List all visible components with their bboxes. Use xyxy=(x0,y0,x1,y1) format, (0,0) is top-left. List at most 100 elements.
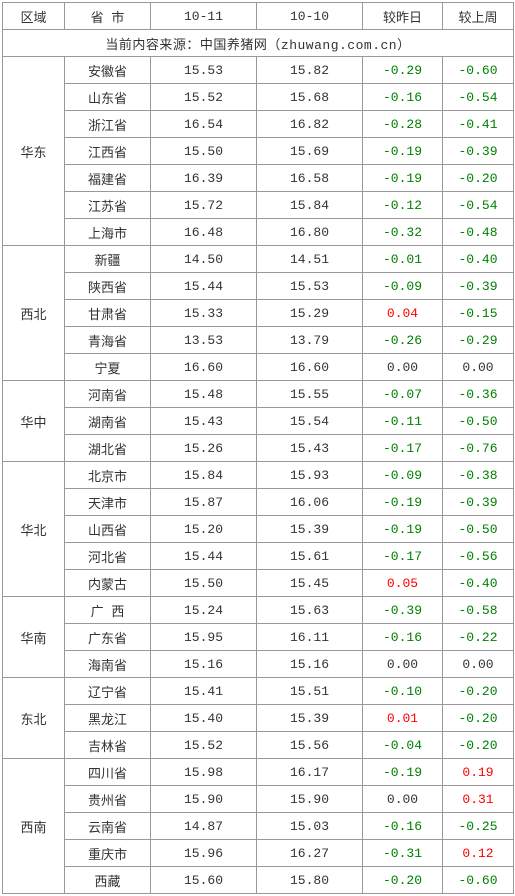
table-row: 华南广 西15.2415.63-0.39-0.58 xyxy=(3,597,514,624)
province-cell: 陕西省 xyxy=(65,273,151,300)
delta-week-cell: -0.50 xyxy=(443,516,514,543)
delta-week-cell: -0.56 xyxy=(443,543,514,570)
delta-week-cell: -0.22 xyxy=(443,624,514,651)
delta-day-cell: -0.17 xyxy=(363,543,443,570)
province-cell: 云南省 xyxy=(65,813,151,840)
table-row: 云南省14.8715.03-0.16-0.25 xyxy=(3,813,514,840)
value-a-cell: 15.41 xyxy=(151,678,257,705)
province-cell: 河北省 xyxy=(65,543,151,570)
delta-day-cell: -0.19 xyxy=(363,138,443,165)
delta-day-cell: -0.04 xyxy=(363,732,443,759)
delta-day-cell: -0.20 xyxy=(363,867,443,894)
delta-day-cell: -0.16 xyxy=(363,84,443,111)
value-a-cell: 15.84 xyxy=(151,462,257,489)
table-row: 华北北京市15.8415.93-0.09-0.38 xyxy=(3,462,514,489)
value-a-cell: 15.87 xyxy=(151,489,257,516)
value-b-cell: 15.61 xyxy=(257,543,363,570)
region-cell: 华中 xyxy=(3,381,65,462)
value-b-cell: 16.82 xyxy=(257,111,363,138)
delta-day-cell: 0.00 xyxy=(363,651,443,678)
value-a-cell: 13.53 xyxy=(151,327,257,354)
value-a-cell: 16.60 xyxy=(151,354,257,381)
value-b-cell: 15.84 xyxy=(257,192,363,219)
value-a-cell: 15.40 xyxy=(151,705,257,732)
province-cell: 吉林省 xyxy=(65,732,151,759)
delta-day-cell: -0.19 xyxy=(363,165,443,192)
delta-week-cell: -0.40 xyxy=(443,570,514,597)
province-cell: 湖北省 xyxy=(65,435,151,462)
region-cell: 华北 xyxy=(3,462,65,597)
province-cell: 四川省 xyxy=(65,759,151,786)
table-row: 湖南省15.4315.54-0.11-0.50 xyxy=(3,408,514,435)
province-cell: 广东省 xyxy=(65,624,151,651)
table-row: 广东省15.9516.11-0.16-0.22 xyxy=(3,624,514,651)
province-cell: 北京市 xyxy=(65,462,151,489)
province-cell: 青海省 xyxy=(65,327,151,354)
header-row: 区域 省 市 10-11 10-10 较昨日 较上周 xyxy=(3,3,514,30)
delta-day-cell: -0.10 xyxy=(363,678,443,705)
col-date-a: 10-11 xyxy=(151,3,257,30)
value-a-cell: 16.39 xyxy=(151,165,257,192)
delta-week-cell: -0.38 xyxy=(443,462,514,489)
value-b-cell: 15.03 xyxy=(257,813,363,840)
delta-day-cell: -0.26 xyxy=(363,327,443,354)
province-cell: 黑龙江 xyxy=(65,705,151,732)
table-row: 内蒙古15.5015.450.05-0.40 xyxy=(3,570,514,597)
value-b-cell: 16.11 xyxy=(257,624,363,651)
table-row: 天津市15.8716.06-0.19-0.39 xyxy=(3,489,514,516)
value-b-cell: 16.60 xyxy=(257,354,363,381)
province-cell: 西藏 xyxy=(65,867,151,894)
delta-day-cell: 0.05 xyxy=(363,570,443,597)
delta-day-cell: -0.32 xyxy=(363,219,443,246)
value-a-cell: 15.52 xyxy=(151,84,257,111)
source-row: 当前内容来源：中国养猪网（zhuwang.com.cn） xyxy=(3,30,514,57)
delta-week-cell: -0.54 xyxy=(443,192,514,219)
province-cell: 海南省 xyxy=(65,651,151,678)
value-b-cell: 15.63 xyxy=(257,597,363,624)
value-b-cell: 15.80 xyxy=(257,867,363,894)
value-b-cell: 15.56 xyxy=(257,732,363,759)
table-row: 西藏15.6015.80-0.20-0.60 xyxy=(3,867,514,894)
table-row: 吉林省15.5215.56-0.04-0.20 xyxy=(3,732,514,759)
value-a-cell: 15.53 xyxy=(151,57,257,84)
table-row: 重庆市15.9616.27-0.310.12 xyxy=(3,840,514,867)
province-cell: 山西省 xyxy=(65,516,151,543)
value-a-cell: 15.95 xyxy=(151,624,257,651)
value-a-cell: 14.50 xyxy=(151,246,257,273)
value-a-cell: 15.16 xyxy=(151,651,257,678)
table-row: 福建省16.3916.58-0.19-0.20 xyxy=(3,165,514,192)
source-label: 当前内容来源：中国养猪网（zhuwang.com.cn） xyxy=(3,30,514,57)
value-b-cell: 15.82 xyxy=(257,57,363,84)
delta-week-cell: -0.36 xyxy=(443,381,514,408)
value-b-cell: 16.80 xyxy=(257,219,363,246)
value-b-cell: 15.51 xyxy=(257,678,363,705)
value-a-cell: 15.44 xyxy=(151,273,257,300)
delta-week-cell: 0.31 xyxy=(443,786,514,813)
delta-day-cell: 0.00 xyxy=(363,354,443,381)
table-row: 华东安徽省15.5315.82-0.29-0.60 xyxy=(3,57,514,84)
value-b-cell: 15.39 xyxy=(257,516,363,543)
value-a-cell: 15.72 xyxy=(151,192,257,219)
delta-week-cell: -0.60 xyxy=(443,867,514,894)
province-cell: 广 西 xyxy=(65,597,151,624)
delta-week-cell: 0.00 xyxy=(443,651,514,678)
value-b-cell: 16.58 xyxy=(257,165,363,192)
region-cell: 华东 xyxy=(3,57,65,246)
value-a-cell: 15.43 xyxy=(151,408,257,435)
table-row: 河北省15.4415.61-0.17-0.56 xyxy=(3,543,514,570)
delta-week-cell: -0.76 xyxy=(443,435,514,462)
region-cell: 东北 xyxy=(3,678,65,759)
province-cell: 湖南省 xyxy=(65,408,151,435)
province-cell: 辽宁省 xyxy=(65,678,151,705)
province-cell: 贵州省 xyxy=(65,786,151,813)
delta-week-cell: -0.39 xyxy=(443,489,514,516)
province-cell: 重庆市 xyxy=(65,840,151,867)
value-b-cell: 15.16 xyxy=(257,651,363,678)
table-row: 青海省13.5313.79-0.26-0.29 xyxy=(3,327,514,354)
table-row: 江苏省15.7215.84-0.12-0.54 xyxy=(3,192,514,219)
value-a-cell: 15.26 xyxy=(151,435,257,462)
value-b-cell: 16.06 xyxy=(257,489,363,516)
delta-week-cell: -0.54 xyxy=(443,84,514,111)
delta-week-cell: -0.25 xyxy=(443,813,514,840)
value-a-cell: 15.48 xyxy=(151,381,257,408)
